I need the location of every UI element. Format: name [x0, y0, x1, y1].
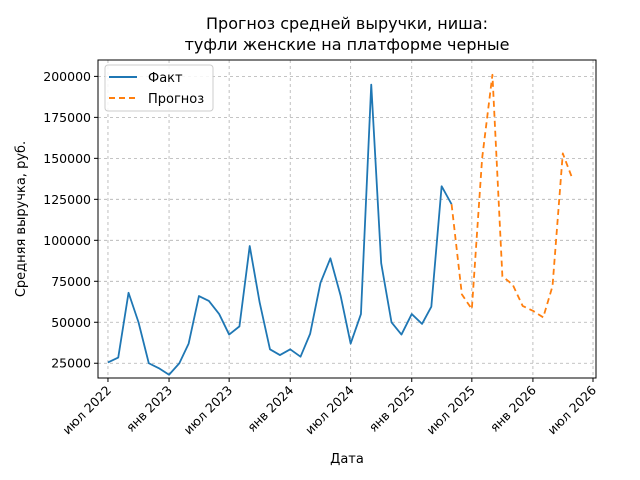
- series-layer: [107, 73, 574, 376]
- legend-fact-label: Факт: [148, 71, 183, 86]
- y-axis-ticks: 25000 50000 75000 100000 125000 150000 175000 2…: [43, 69, 98, 371]
- y-tick-label: 150000: [43, 151, 91, 166]
- y-tick-label: 175000: [43, 110, 91, 125]
- chart-title-line-2: туфли женские на платформе черные: [185, 35, 510, 54]
- y-tick-label: 25000: [51, 356, 91, 371]
- y-axis-label: Средняя выручка, руб.: [14, 141, 29, 297]
- legend: Факт Прогноз: [104, 64, 214, 112]
- y-tick-label: 75000: [51, 274, 91, 289]
- y-tick-label: 200000: [43, 69, 91, 84]
- plot-frame: [97, 59, 597, 379]
- legend-forecast-label: Прогноз: [148, 92, 204, 107]
- y-tick-label: 100000: [43, 233, 91, 248]
- x-axis-label: Дата: [330, 452, 364, 467]
- grid-lines: [98, 60, 596, 378]
- y-tick-label: 125000: [43, 192, 91, 207]
- chart-title-line-1: Прогноз средней выручки, ниша:: [206, 14, 488, 33]
- y-tick-label: 50000: [51, 315, 91, 330]
- series-line-fact: [107, 83, 453, 376]
